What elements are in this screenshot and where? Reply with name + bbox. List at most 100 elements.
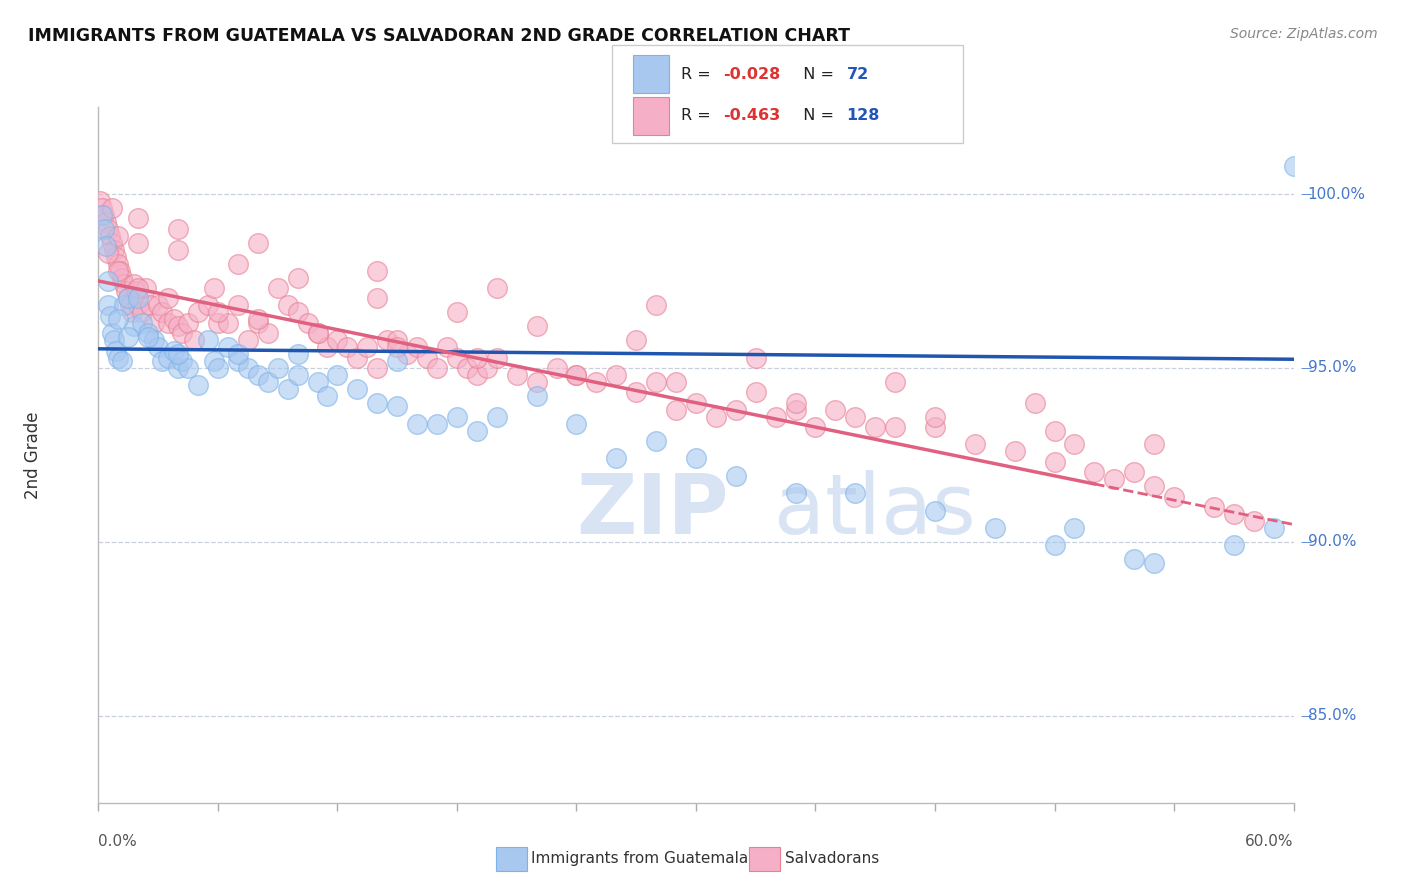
- Point: [645, 298, 668, 312]
- Point: [1063, 521, 1085, 535]
- Point: [1043, 538, 1066, 552]
- Point: [297, 316, 319, 330]
- Point: [1102, 472, 1125, 486]
- Point: [143, 333, 166, 347]
- Text: 90.0%: 90.0%: [1308, 534, 1355, 549]
- Point: [983, 521, 1005, 535]
- Point: [844, 409, 866, 424]
- Point: [924, 420, 946, 434]
- Point: [207, 316, 229, 330]
- Point: [107, 263, 129, 277]
- Point: [124, 277, 146, 292]
- Point: [96, 239, 118, 253]
- Text: Salvadorans: Salvadorans: [785, 851, 879, 865]
- Point: [97, 274, 120, 288]
- Point: [124, 319, 146, 334]
- Point: [446, 409, 468, 424]
- Point: [256, 375, 278, 389]
- Point: [183, 333, 205, 347]
- Point: [112, 298, 135, 312]
- Point: [107, 351, 129, 365]
- Point: [101, 201, 124, 215]
- Text: -0.028: -0.028: [723, 67, 780, 81]
- Point: [605, 451, 627, 466]
- Point: [665, 375, 688, 389]
- Point: [97, 298, 120, 312]
- Point: [277, 298, 299, 312]
- Point: [187, 305, 209, 319]
- Text: N =: N =: [793, 67, 839, 81]
- Point: [91, 201, 114, 215]
- Point: [1263, 521, 1285, 535]
- Point: [685, 451, 707, 466]
- Point: [246, 312, 269, 326]
- Point: [375, 333, 398, 347]
- Point: [804, 420, 827, 434]
- Point: [287, 270, 309, 285]
- Point: [436, 340, 458, 354]
- Point: [406, 340, 429, 354]
- Point: [824, 402, 846, 417]
- Point: [267, 361, 290, 376]
- Text: 128: 128: [846, 109, 880, 123]
- Point: [426, 361, 449, 376]
- Point: [346, 351, 368, 365]
- Point: [546, 361, 568, 376]
- Point: [1143, 437, 1166, 451]
- Point: [287, 305, 309, 319]
- Point: [143, 316, 166, 330]
- Point: [89, 194, 111, 208]
- Point: [150, 354, 173, 368]
- Point: [117, 292, 139, 306]
- Point: [307, 326, 329, 341]
- Point: [385, 333, 409, 347]
- Point: [167, 319, 190, 334]
- Point: [217, 340, 239, 354]
- Point: [485, 409, 508, 424]
- Point: [1222, 538, 1246, 552]
- Point: [406, 417, 429, 431]
- Point: [267, 281, 290, 295]
- Point: [172, 326, 194, 341]
- Point: [1282, 159, 1305, 173]
- Point: [326, 333, 349, 347]
- Text: IMMIGRANTS FROM GUATEMALA VS SALVADORAN 2ND GRADE CORRELATION CHART: IMMIGRANTS FROM GUATEMALA VS SALVADORAN …: [28, 27, 851, 45]
- Point: [366, 396, 388, 410]
- Point: [256, 326, 278, 341]
- Point: [1202, 500, 1225, 515]
- Point: [226, 354, 249, 368]
- Point: [665, 402, 688, 417]
- Point: [120, 298, 142, 312]
- Text: 100.0%: 100.0%: [1308, 186, 1365, 202]
- Point: [924, 503, 946, 517]
- Point: [724, 468, 747, 483]
- Text: 72: 72: [846, 67, 869, 81]
- Point: [1004, 444, 1026, 458]
- Point: [103, 243, 125, 257]
- Text: —: —: [1301, 711, 1312, 721]
- Point: [884, 420, 907, 434]
- Point: [93, 222, 115, 236]
- Point: [446, 305, 468, 319]
- Point: [416, 351, 439, 365]
- Point: [724, 402, 747, 417]
- Point: [624, 333, 647, 347]
- Point: [105, 250, 128, 264]
- Point: [645, 434, 668, 448]
- Point: [1222, 507, 1246, 521]
- Point: [226, 347, 249, 361]
- Point: [366, 263, 388, 277]
- Point: [685, 396, 707, 410]
- Point: [127, 298, 149, 312]
- Point: [624, 385, 647, 400]
- Point: [177, 361, 200, 376]
- Point: [485, 351, 508, 365]
- Point: [844, 486, 866, 500]
- Point: [475, 361, 498, 376]
- Point: [187, 378, 209, 392]
- Point: [139, 298, 162, 312]
- Point: [605, 368, 627, 382]
- Point: [197, 298, 219, 312]
- Point: [336, 340, 359, 354]
- Point: [101, 235, 124, 250]
